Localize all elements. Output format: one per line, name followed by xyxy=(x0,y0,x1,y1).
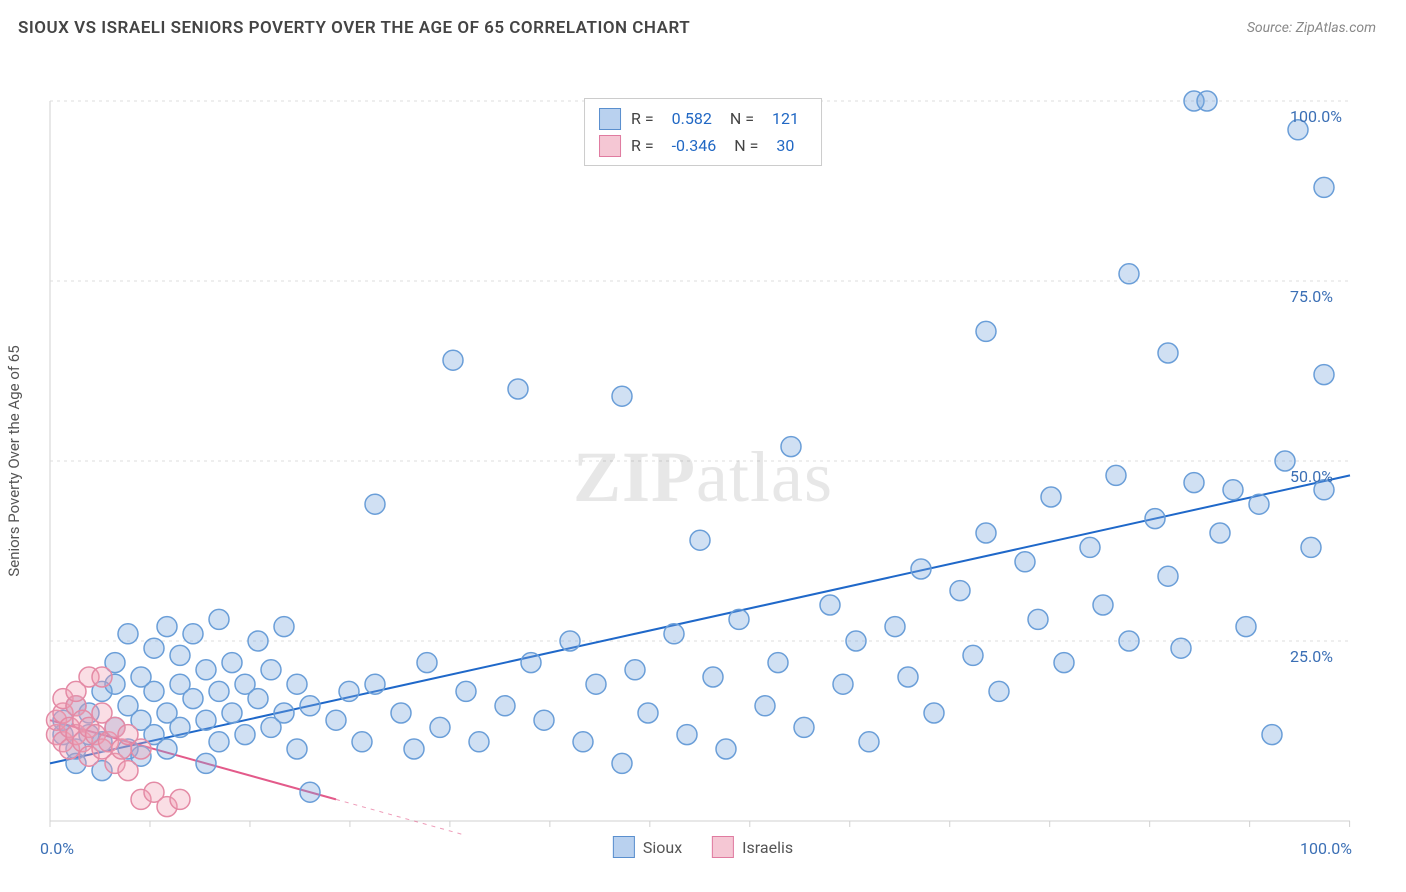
legend-item-israelis: Israelis xyxy=(712,836,793,858)
swatch-sioux xyxy=(599,108,621,130)
chart-container: Seniors Poverty Over the Age of 65 ZIPat… xyxy=(0,46,1406,876)
n-value-israelis: 30 xyxy=(776,132,794,159)
stats-row-israelis: R = -0.346 N = 30 xyxy=(599,132,807,159)
legend-label-sioux: Sioux xyxy=(643,838,682,857)
series-legend: Sioux Israelis xyxy=(613,836,793,858)
x-tick-1: 100.0% xyxy=(1300,839,1352,858)
scatter-plot-svg xyxy=(0,46,1406,876)
swatch-israelis xyxy=(599,135,621,157)
stats-legend-box: R = 0.582 N = 121 R = -0.346 N = 30 xyxy=(584,98,822,166)
y-tick-2: 75.0% xyxy=(1290,287,1333,306)
source-attribution: Source: ZipAtlas.com xyxy=(1247,20,1376,36)
legend-swatch-israelis xyxy=(712,836,734,858)
r-value-israelis: -0.346 xyxy=(672,132,717,159)
legend-item-sioux: Sioux xyxy=(613,836,682,858)
r-value-sioux: 0.582 xyxy=(672,105,712,132)
stats-row-sioux: R = 0.582 N = 121 xyxy=(599,105,807,132)
chart-title: SIOUX VS ISRAELI SENIORS POVERTY OVER TH… xyxy=(18,18,690,38)
y-tick-3: 100.0% xyxy=(1290,107,1342,126)
y-tick-1: 50.0% xyxy=(1290,467,1333,486)
x-tick-0: 0.0% xyxy=(40,839,74,858)
y-axis-label: Seniors Poverty Over the Age of 65 xyxy=(5,345,23,576)
n-value-sioux: 121 xyxy=(772,105,799,132)
legend-label-israelis: Israelis xyxy=(742,838,793,857)
y-tick-0: 25.0% xyxy=(1290,647,1333,666)
legend-swatch-sioux xyxy=(613,836,635,858)
